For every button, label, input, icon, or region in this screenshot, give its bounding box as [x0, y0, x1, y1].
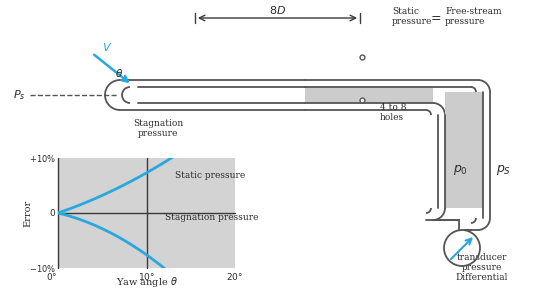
- Text: $=$: $=$: [428, 10, 441, 23]
- Text: $p_S$: $p_S$: [496, 163, 511, 177]
- Text: holes: holes: [380, 113, 404, 123]
- Text: $0°$: $0°$: [45, 271, 57, 282]
- Text: $0$: $0$: [49, 207, 56, 218]
- Text: $V$: $V$: [102, 41, 113, 53]
- Text: Differential: Differential: [456, 274, 508, 282]
- Text: $-10\%$: $-10\%$: [29, 263, 56, 274]
- Text: Static: Static: [392, 7, 419, 17]
- Text: $+10\%$: $+10\%$: [29, 152, 56, 163]
- Bar: [305, 87, 433, 103]
- Text: $\theta$: $\theta$: [115, 67, 123, 79]
- Text: pressure: pressure: [392, 17, 432, 27]
- Text: pressure: pressure: [445, 17, 485, 27]
- Text: Error: Error: [23, 200, 32, 227]
- Text: Stagnation: Stagnation: [133, 118, 183, 128]
- Text: Static pressure: Static pressure: [175, 170, 245, 179]
- Text: pressure: pressure: [462, 263, 502, 273]
- Bar: [445, 92, 483, 208]
- Text: $p_0$: $p_0$: [453, 163, 468, 177]
- Text: $8D$: $8D$: [269, 4, 286, 16]
- Text: transducer: transducer: [457, 253, 507, 263]
- Text: Stagnation pressure: Stagnation pressure: [165, 213, 259, 223]
- Text: $10°$: $10°$: [138, 271, 155, 282]
- Text: $20°$: $20°$: [227, 271, 243, 282]
- Text: 4 to 8: 4 to 8: [380, 104, 406, 112]
- Text: Free-stream: Free-stream: [445, 7, 502, 17]
- Text: $P_s$: $P_s$: [14, 88, 26, 102]
- Bar: [58, 158, 235, 268]
- Text: pressure: pressure: [138, 128, 178, 138]
- Text: Yaw angle $\theta$: Yaw angle $\theta$: [116, 275, 177, 289]
